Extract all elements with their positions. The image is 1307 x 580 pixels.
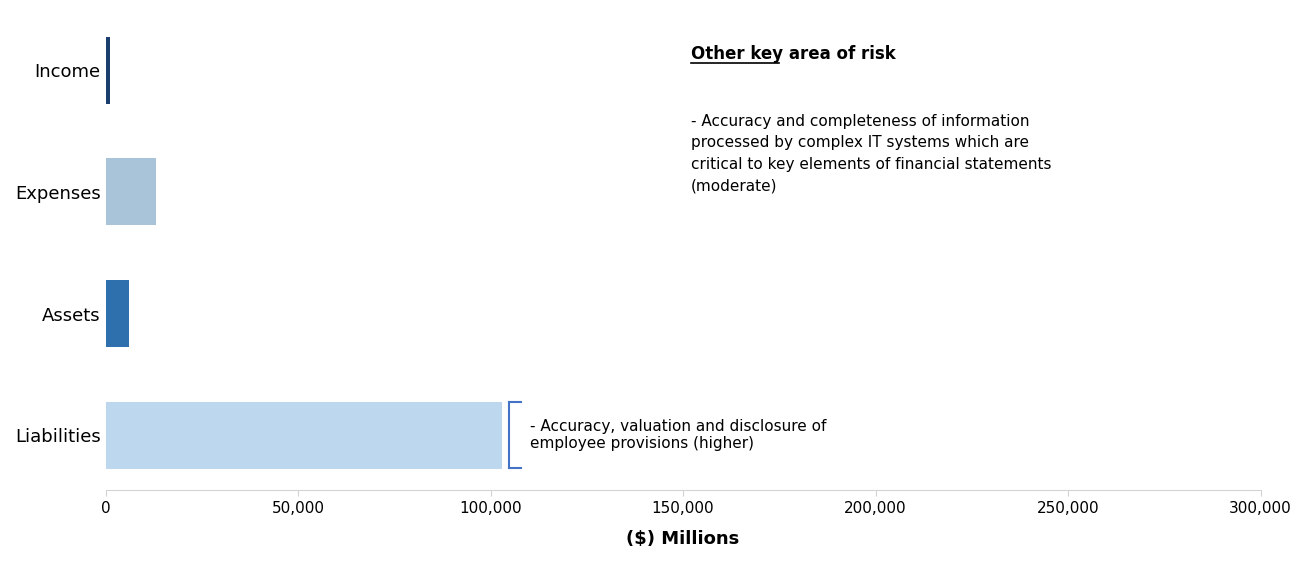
Text: - Accuracy, valuation and disclosure of
employee provisions (higher): - Accuracy, valuation and disclosure of … [531, 419, 826, 451]
X-axis label: ($) Millions: ($) Millions [626, 530, 740, 548]
Bar [106, 402, 502, 469]
Bar [106, 37, 110, 104]
Text: - Accuracy and completeness of information
processed by complex IT systems which: - Accuracy and completeness of informati… [691, 114, 1051, 194]
Text: Other key area of risk: Other key area of risk [691, 45, 895, 63]
Bar [106, 158, 156, 225]
Bar [106, 280, 128, 347]
